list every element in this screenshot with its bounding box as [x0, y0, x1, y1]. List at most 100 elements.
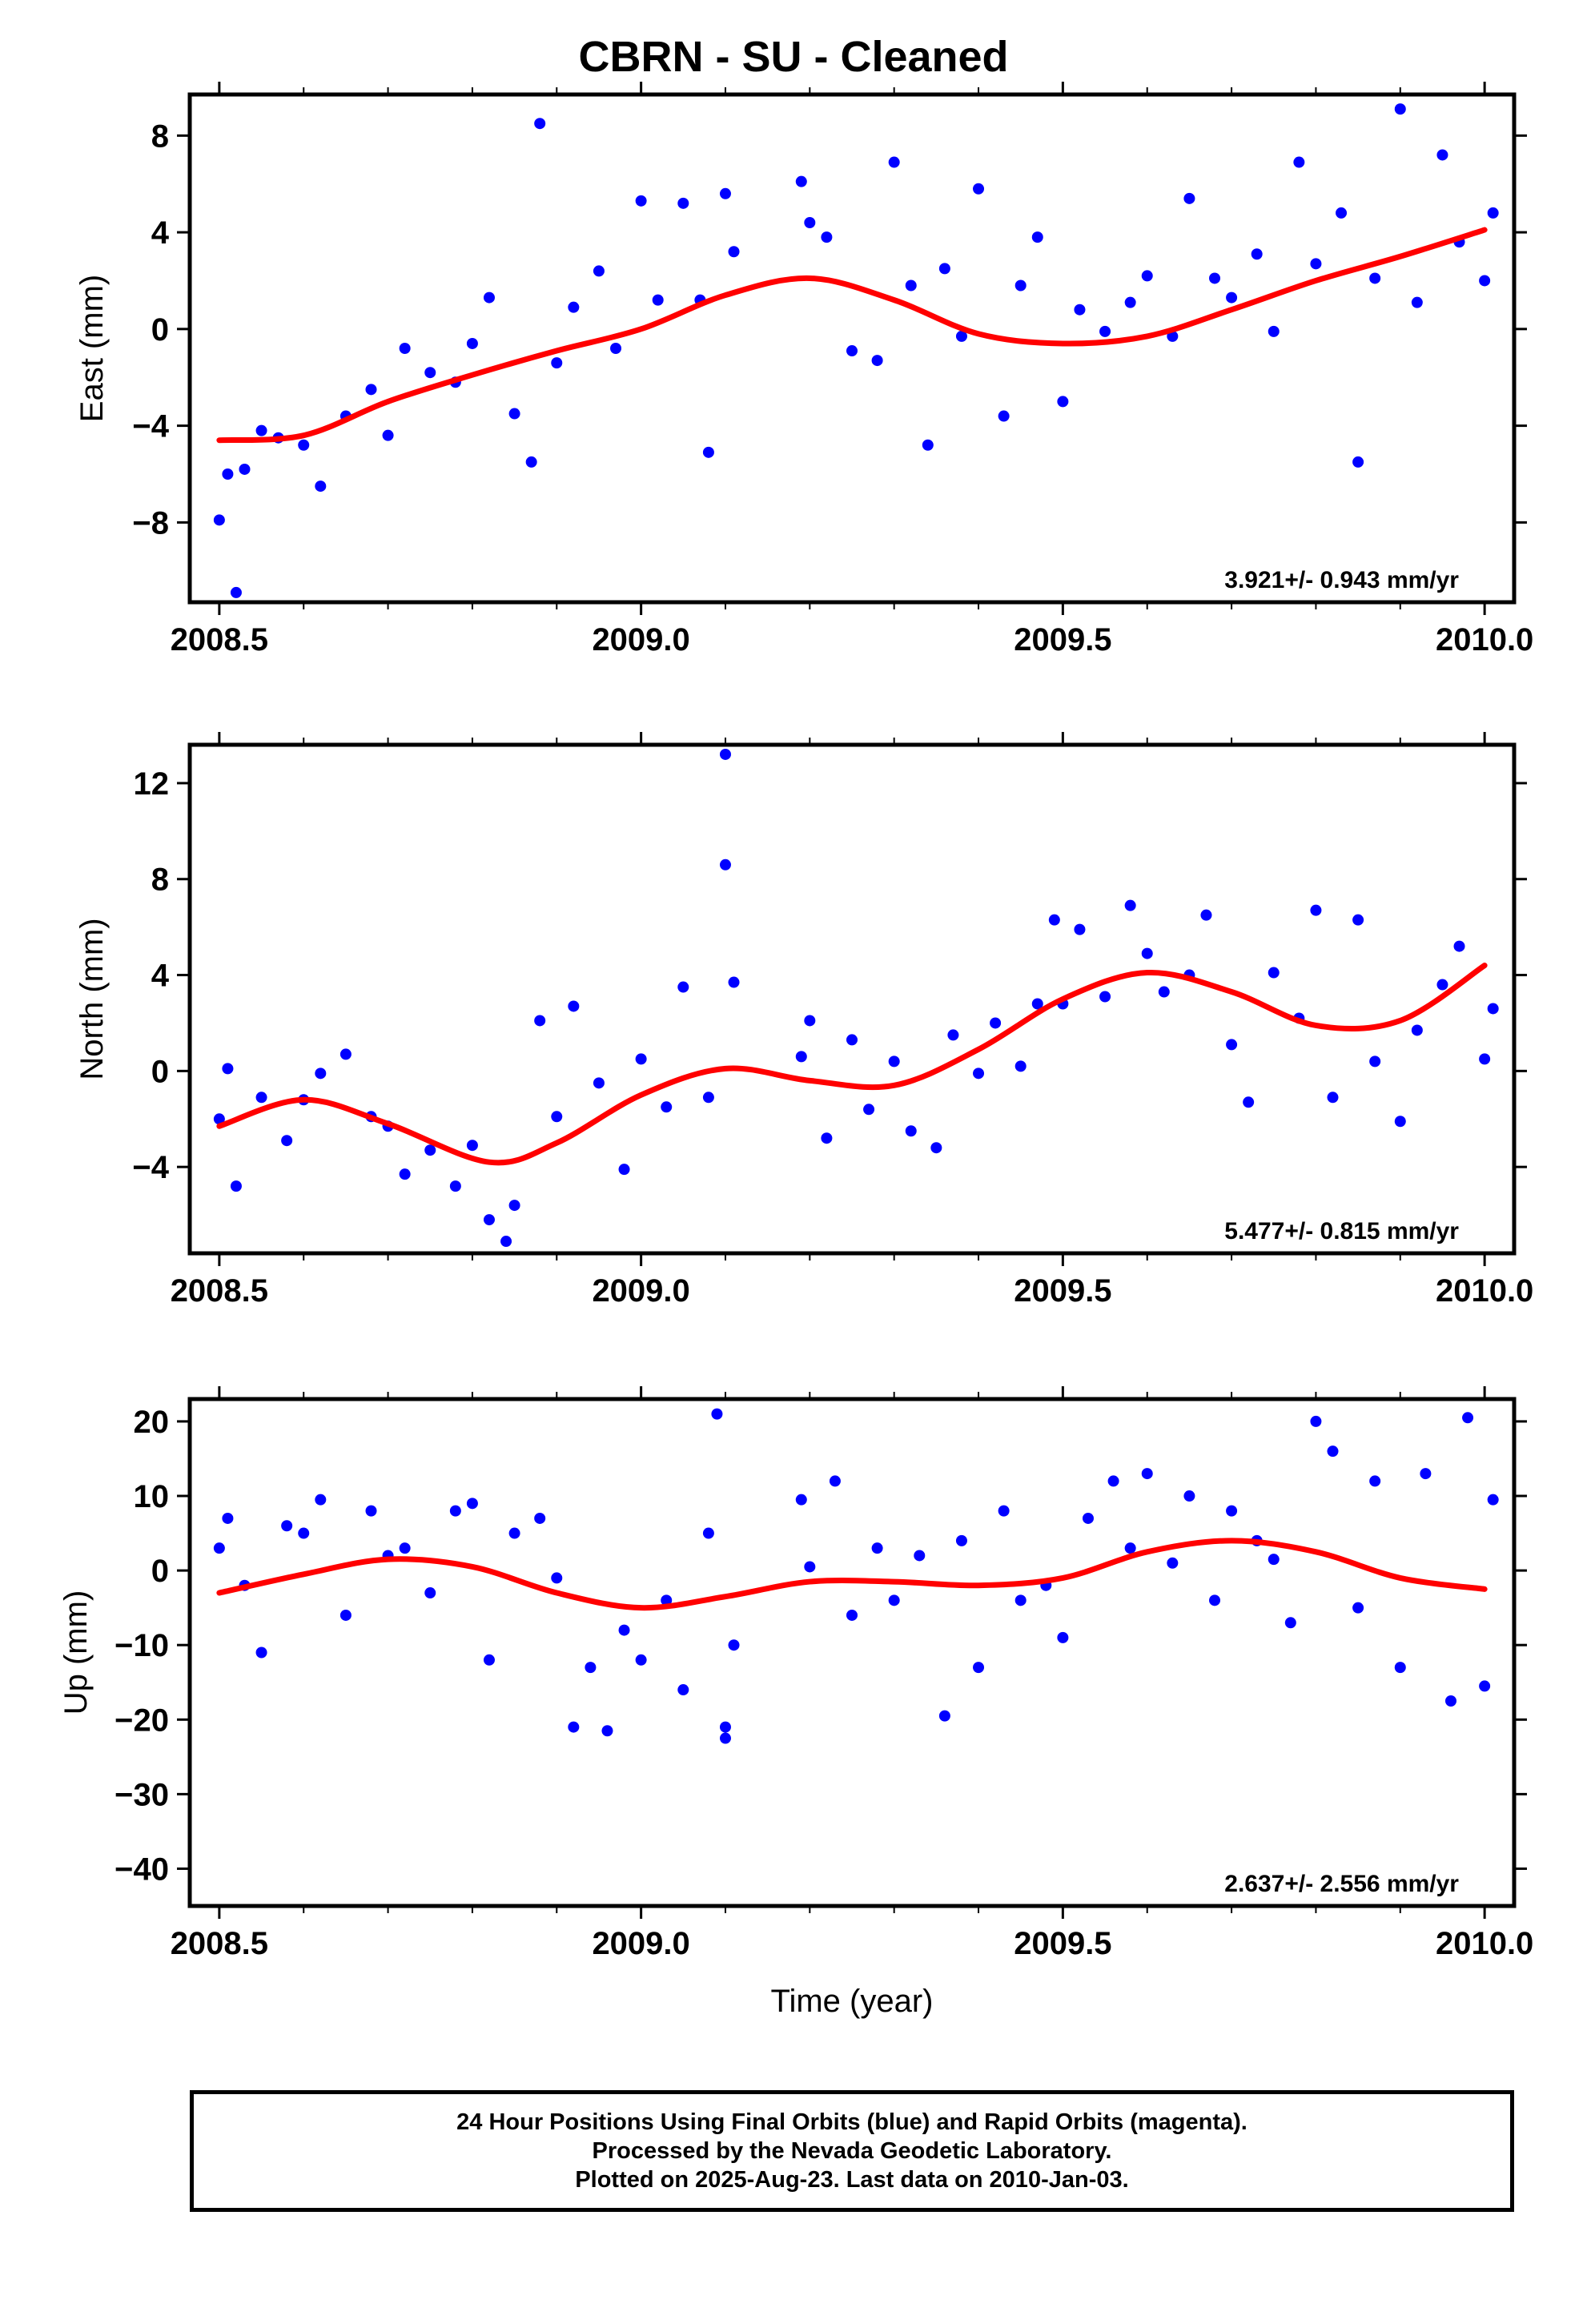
data-point — [1369, 1055, 1381, 1068]
rate-annotation: 2.637+/- 2.556 mm/yr — [1224, 1871, 1459, 1897]
data-point — [863, 1104, 875, 1116]
data-point — [593, 1077, 605, 1089]
data-point — [1479, 1680, 1491, 1692]
data-point — [593, 265, 605, 277]
data-point — [1369, 272, 1381, 284]
y-tick-label: −20 — [115, 1703, 169, 1738]
data-point — [298, 1527, 310, 1539]
data-point — [728, 246, 740, 258]
data-point — [281, 1520, 293, 1532]
data-point — [1394, 1662, 1406, 1674]
figure-title: CBRN - SU - Cleaned — [578, 33, 1009, 81]
y-axis-label: North (mm) — [74, 918, 110, 1080]
y-tick-label: −10 — [115, 1628, 169, 1663]
data-point — [677, 1684, 689, 1696]
y-tick-label: −40 — [115, 1852, 169, 1887]
data-point — [1436, 149, 1448, 161]
data-point — [1487, 1494, 1499, 1506]
data-point — [795, 175, 807, 187]
footer-line-2: Processed by the Nevada Geodetic Laborat… — [592, 2138, 1112, 2164]
data-point — [1057, 396, 1069, 408]
y-tick-label: 0 — [151, 1054, 169, 1089]
y-axis-label: Up (mm) — [58, 1590, 94, 1715]
data-point — [382, 429, 394, 441]
data-point — [508, 1200, 520, 1212]
data-point — [635, 1654, 647, 1666]
data-point — [1394, 103, 1406, 115]
data-point — [846, 1034, 858, 1046]
data-point — [222, 1063, 234, 1075]
data-point — [365, 1505, 377, 1517]
data-point — [998, 410, 1010, 422]
y-tick-label: 8 — [151, 862, 169, 898]
data-point — [365, 384, 377, 396]
data-point — [1352, 1602, 1364, 1614]
data-point — [315, 480, 327, 493]
x-tick-label: 2009.0 — [592, 1926, 689, 1961]
data-point — [1420, 1468, 1432, 1480]
data-point — [568, 1721, 580, 1733]
data-point — [466, 1498, 478, 1510]
data-point — [719, 1721, 731, 1733]
data-point — [1479, 275, 1491, 287]
data-point — [568, 1000, 580, 1012]
data-point — [728, 976, 740, 988]
x-tick-label: 2009.0 — [592, 622, 689, 657]
data-point — [1226, 1039, 1238, 1051]
data-point — [702, 1527, 714, 1539]
data-point — [1141, 947, 1153, 959]
plot-frame — [187, 742, 1517, 1256]
data-point — [702, 446, 714, 458]
data-point — [1352, 456, 1364, 468]
data-point — [1057, 1631, 1069, 1643]
y-tick-label: 4 — [151, 959, 170, 994]
data-point — [1031, 998, 1043, 1010]
data-point — [998, 1505, 1010, 1517]
data-point — [947, 1029, 959, 1041]
data-point — [1453, 940, 1465, 952]
data-point — [315, 1068, 327, 1080]
data-point — [399, 1542, 411, 1554]
data-point — [990, 1017, 1002, 1029]
data-point — [466, 1140, 478, 1152]
data-point — [339, 1609, 352, 1621]
y-tick-label: 20 — [134, 1405, 170, 1440]
y-tick-label: 12 — [134, 766, 170, 802]
data-point — [534, 1015, 546, 1027]
data-point — [1251, 248, 1263, 260]
data-point — [230, 586, 242, 598]
data-point — [449, 1180, 461, 1192]
data-point — [1310, 258, 1322, 270]
data-point — [610, 343, 622, 354]
data-point — [1352, 914, 1364, 926]
data-point — [1074, 304, 1086, 316]
data-point — [399, 343, 411, 354]
data-point — [1293, 156, 1305, 168]
data-point — [914, 1550, 926, 1562]
data-point — [1243, 1096, 1255, 1108]
y-tick-label: −30 — [115, 1777, 169, 1812]
data-point — [1167, 330, 1179, 342]
data-point — [1284, 1617, 1296, 1629]
data-point — [585, 1662, 597, 1674]
y-tick-label: 10 — [134, 1479, 170, 1514]
y-tick-label: 0 — [151, 1554, 169, 1589]
x-tick-label: 2010.0 — [1436, 1273, 1533, 1309]
data-point — [500, 1236, 512, 1248]
data-point — [922, 439, 934, 451]
plot-frame — [187, 92, 1517, 605]
data-point — [568, 301, 580, 313]
footer-line-3: Plotted on 2025-Aug-23. Last data on 201… — [575, 2167, 1129, 2193]
data-point — [508, 408, 520, 420]
x-tick-label: 2008.5 — [171, 622, 268, 657]
data-point — [534, 118, 546, 130]
footer-box: 24 Hour Positions Using Final Orbits (bl… — [190, 2090, 1514, 2212]
data-point — [1014, 279, 1027, 292]
data-point — [888, 1055, 900, 1068]
data-point — [719, 748, 731, 760]
data-point — [255, 1092, 267, 1104]
y-axis-label: East (mm) — [74, 275, 110, 422]
data-point — [230, 1180, 242, 1192]
data-point — [339, 1048, 352, 1060]
